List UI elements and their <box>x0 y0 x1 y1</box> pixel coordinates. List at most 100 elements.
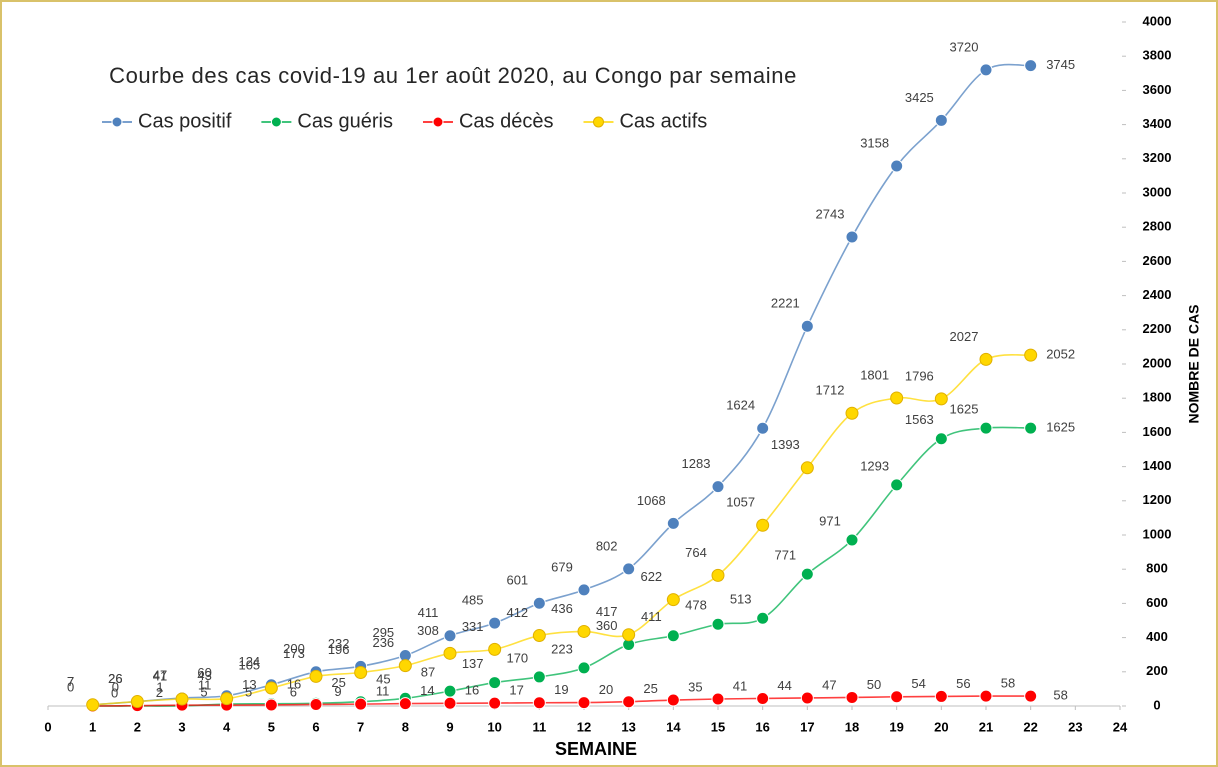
value-label: 20 <box>599 682 613 697</box>
value-label: 2027 <box>950 329 979 344</box>
value-label: 41 <box>733 678 747 693</box>
x-tick-label: 1 <box>89 719 96 734</box>
x-tick-label: 19 <box>889 719 903 734</box>
value-label: 47 <box>822 677 836 692</box>
legend-label: Cas positif <box>138 110 232 132</box>
series-line <box>92 353 1031 706</box>
y-tick-label: 1400 <box>1143 458 1172 473</box>
value-label: 11 <box>198 678 212 693</box>
y-tick-label: 1600 <box>1143 424 1172 439</box>
value-label: 2743 <box>816 206 845 221</box>
point <box>934 432 948 446</box>
y-tick-label: 3000 <box>1143 184 1172 199</box>
y-tick-label: 1200 <box>1143 492 1172 507</box>
value-label: 2221 <box>771 296 800 311</box>
value-label: 1057 <box>726 495 755 510</box>
value-label: 44 <box>777 678 791 693</box>
value-label: 25 <box>331 675 345 690</box>
value-label: 2 <box>156 685 163 700</box>
point <box>175 692 189 706</box>
value-label: 360 <box>596 618 618 633</box>
point <box>1024 421 1038 435</box>
x-tick-label: 3 <box>178 719 185 734</box>
value-label: 485 <box>462 593 484 608</box>
y-tick-label: 4000 <box>1143 13 1172 28</box>
value-label: 13 <box>242 677 256 692</box>
y-tick-label: 600 <box>1146 595 1168 610</box>
point <box>890 159 904 173</box>
value-label: 200 <box>283 641 305 656</box>
value-label: 331 <box>462 619 484 634</box>
point <box>532 596 546 610</box>
value-label: 16 <box>287 677 301 692</box>
point <box>890 478 904 492</box>
value-label: 764 <box>685 545 707 560</box>
point <box>488 642 502 656</box>
value-label: 14 <box>420 683 434 698</box>
y-tick-label: 2200 <box>1143 321 1172 336</box>
x-tick-label: 24 <box>1113 719 1128 734</box>
point <box>443 629 457 643</box>
point <box>756 611 770 625</box>
legend-marker <box>432 116 444 128</box>
value-label: 411 <box>641 609 662 624</box>
point <box>800 691 814 705</box>
point <box>845 406 859 420</box>
y-tick-label: 3200 <box>1143 150 1172 165</box>
point <box>666 693 680 707</box>
x-tick-label: 15 <box>711 719 725 734</box>
point <box>711 617 725 631</box>
y-tick-label: 0 <box>1153 697 1160 712</box>
value-label: 1068 <box>637 493 666 508</box>
value-label: 43 <box>197 668 211 683</box>
y-axis-label: NOMBRE DE CAS <box>1186 304 1202 423</box>
point <box>577 583 591 597</box>
value-label: 412 <box>506 605 528 620</box>
value-label: 1712 <box>816 383 845 398</box>
x-tick-label: 6 <box>312 719 319 734</box>
point <box>577 696 591 710</box>
value-label: 1625 <box>950 402 979 417</box>
point <box>756 691 770 705</box>
chart-title: Courbe des cas covid-19 au 1er août 2020… <box>109 63 797 88</box>
value-label: 58 <box>1001 676 1015 691</box>
value-label: 54 <box>911 676 925 691</box>
value-label: 3425 <box>905 90 934 105</box>
point <box>756 518 770 532</box>
point <box>398 659 412 673</box>
legend-marker <box>270 116 282 128</box>
value-label: 41 <box>153 668 167 683</box>
point <box>711 692 725 706</box>
legend-label: Cas décès <box>459 110 554 132</box>
value-label: 173 <box>283 646 305 661</box>
point <box>979 352 993 366</box>
point <box>666 516 680 530</box>
value-label: 0 <box>67 679 74 694</box>
x-tick-label: 21 <box>979 719 993 734</box>
legend-marker <box>111 116 123 128</box>
point <box>890 391 904 405</box>
value-label: 137 <box>462 656 484 671</box>
value-label: 1563 <box>905 412 934 427</box>
point <box>800 461 814 475</box>
point <box>488 696 502 710</box>
x-tick-label: 5 <box>268 719 275 734</box>
point <box>1024 59 1038 73</box>
x-tick-label: 16 <box>755 719 769 734</box>
value-label: 124 <box>238 654 260 669</box>
point <box>979 689 993 703</box>
value-label: 50 <box>867 677 881 692</box>
point <box>577 661 591 675</box>
point <box>845 230 859 244</box>
x-tick-label: 8 <box>402 719 409 734</box>
y-tick-label: 1000 <box>1143 526 1172 541</box>
x-tick-label: 17 <box>800 719 814 734</box>
point <box>443 684 457 698</box>
value-label: 6 <box>290 684 297 699</box>
point <box>666 593 680 607</box>
point <box>309 697 323 711</box>
x-tick-label: 0 <box>44 719 51 734</box>
point <box>890 690 904 704</box>
